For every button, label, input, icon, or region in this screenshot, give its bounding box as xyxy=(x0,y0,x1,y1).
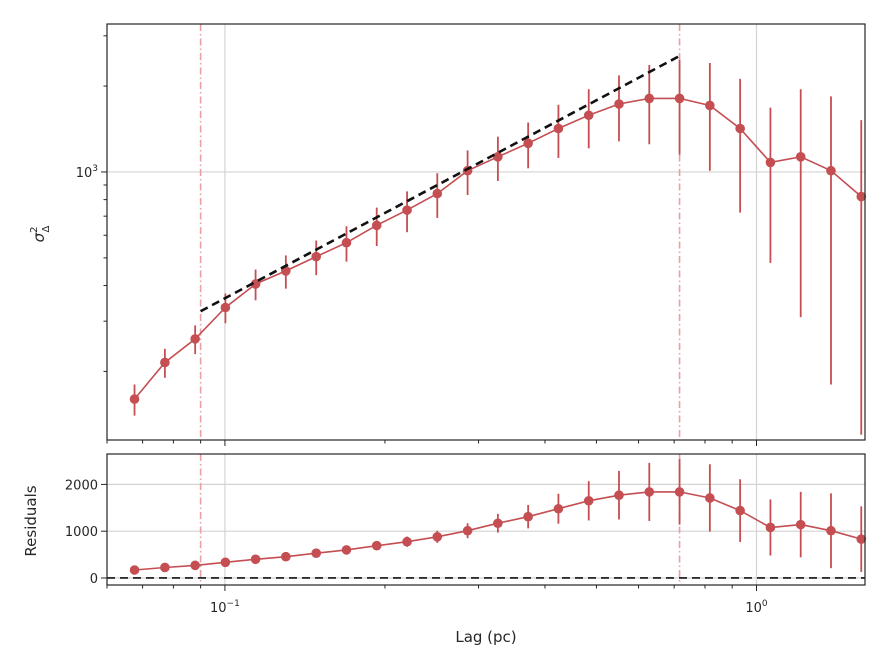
residual-data-point xyxy=(856,534,867,544)
residual-data-point xyxy=(160,562,170,573)
structure-function-panel: 103 xyxy=(76,23,867,446)
residual-data-point xyxy=(250,554,261,565)
bottom-y-tick-label: 2000 xyxy=(65,478,98,493)
top-axes-frame xyxy=(106,23,866,441)
residual-data-point xyxy=(553,503,564,514)
bottom-y-tick-label: 0 xyxy=(90,572,98,587)
residual-data-point xyxy=(523,511,533,522)
residual-data-point xyxy=(371,540,382,551)
residual-data-point xyxy=(765,522,776,533)
x-tick-label: 100 xyxy=(745,599,768,616)
top-data-point xyxy=(795,152,806,162)
top-data-point xyxy=(735,123,745,134)
bottom-axes-frame xyxy=(106,453,866,586)
residual-data-point xyxy=(674,487,685,497)
top-data-point xyxy=(826,165,836,176)
residual-data-point xyxy=(129,565,140,575)
residual-data-point xyxy=(281,551,291,562)
residual-data-point xyxy=(826,525,836,536)
residual-data-point xyxy=(614,490,624,500)
top-data-point xyxy=(523,138,533,149)
bottom-y-tick-label: 1000 xyxy=(65,525,98,540)
top-data-point xyxy=(371,220,382,231)
ylabel-sup: 2 xyxy=(29,226,40,232)
top-data-point xyxy=(583,110,594,121)
residual-data-point xyxy=(493,518,503,529)
residual-data-point xyxy=(311,548,322,558)
top-data-point xyxy=(553,123,564,134)
top-data-point xyxy=(644,93,655,104)
top-data-point xyxy=(250,279,261,289)
residual-data-point xyxy=(432,532,443,542)
residual-data-point xyxy=(583,495,594,506)
residual-data-point xyxy=(795,519,806,530)
ylabel-main: σ xyxy=(30,232,48,242)
residuals-ylabel: Residuals xyxy=(22,485,40,556)
top-data-point xyxy=(856,191,867,202)
top-data-point xyxy=(190,334,200,344)
ylabel-sub: Δ xyxy=(41,225,52,232)
top-data-point xyxy=(220,302,231,313)
residual-data-point xyxy=(735,505,745,516)
top-data-point xyxy=(705,100,715,111)
top-data-point xyxy=(311,251,322,262)
top-data-point xyxy=(160,357,170,368)
residual-data-point xyxy=(341,545,352,555)
top-data-point xyxy=(432,188,443,199)
top-data-point xyxy=(493,152,503,162)
x-axis-label: Lag (pc) xyxy=(455,628,516,646)
residual-data-point xyxy=(220,557,231,568)
residual-data-point xyxy=(644,487,655,497)
residuals-panel: 0 1000 2000 10−1 100 xyxy=(65,453,867,616)
top-data-point xyxy=(674,93,685,104)
svg-text:σ2Δ: σ2Δ xyxy=(29,225,52,242)
x-tick-label: 10−1 xyxy=(210,599,240,616)
top-data-point xyxy=(765,157,776,168)
residual-data-point xyxy=(705,493,715,503)
residual-data-point xyxy=(402,536,412,547)
top-data-point xyxy=(614,99,624,109)
top-data-point xyxy=(402,205,412,215)
residual-data-point xyxy=(190,560,200,571)
top-data-point xyxy=(129,394,140,404)
power-law-fit-line xyxy=(199,54,681,313)
top-data-point xyxy=(341,237,352,248)
residual-data-point xyxy=(462,525,473,536)
top-ylabel: σ2Δ xyxy=(29,225,52,242)
top-y-tick-label: 103 xyxy=(76,164,98,181)
